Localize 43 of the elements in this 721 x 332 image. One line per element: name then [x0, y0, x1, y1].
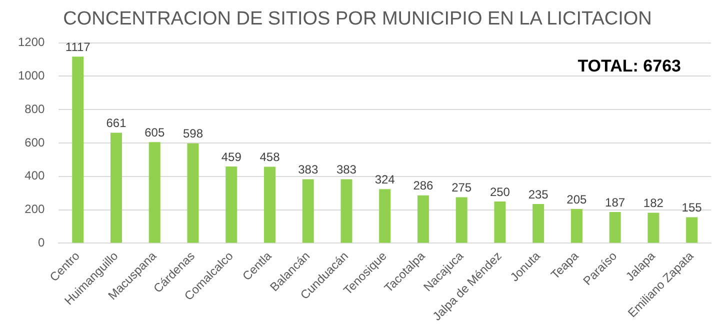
bar: [456, 197, 468, 243]
data-label: 155: [682, 200, 702, 215]
data-label: 598: [182, 126, 204, 141]
bar: [494, 201, 506, 243]
data-label: 1117: [65, 40, 91, 54]
data-label: 187: [605, 195, 626, 210]
y-tick-label: 600: [24, 135, 46, 150]
data-label: 286: [413, 178, 434, 193]
data-label: 459: [221, 150, 242, 164]
data-label: 250: [490, 184, 510, 199]
y-tick-label: 0: [38, 236, 46, 250]
y-tick-label: 200: [24, 202, 46, 216]
bar: [72, 56, 84, 243]
bar: [148, 142, 160, 243]
data-label: 235: [528, 187, 549, 202]
bar: [417, 195, 429, 243]
bar: [302, 179, 314, 243]
data-label: 182: [643, 196, 664, 210]
bar: [532, 204, 544, 243]
bar: [686, 217, 698, 243]
bar: [609, 212, 621, 243]
bar: [340, 179, 352, 243]
y-tick-label: 800: [24, 102, 46, 116]
bar: [264, 166, 276, 243]
data-label: 383: [336, 162, 357, 177]
chart-title: CONCENTRACION DE SITIOS POR MUNICIPIO EN LA LICITACION: [63, 8, 652, 30]
bar: [570, 208, 582, 243]
data-label: 383: [298, 162, 318, 177]
y-tick-label: 1200: [18, 35, 46, 50]
y-tick-label: 400: [24, 168, 46, 183]
data-label: 324: [374, 172, 396, 186]
data-label: 661: [106, 116, 127, 130]
bar: [648, 212, 660, 243]
bar: [226, 166, 238, 243]
bar: [110, 132, 122, 243]
data-label: 605: [144, 125, 165, 140]
bar: [187, 143, 199, 243]
data-label: 205: [566, 192, 588, 206]
y-tick-label: 1000: [18, 68, 46, 83]
bar: [379, 189, 391, 243]
data-label: 458: [260, 150, 280, 164]
data-label: 275: [452, 180, 472, 195]
annotation: TOTAL: 6763: [578, 56, 681, 76]
